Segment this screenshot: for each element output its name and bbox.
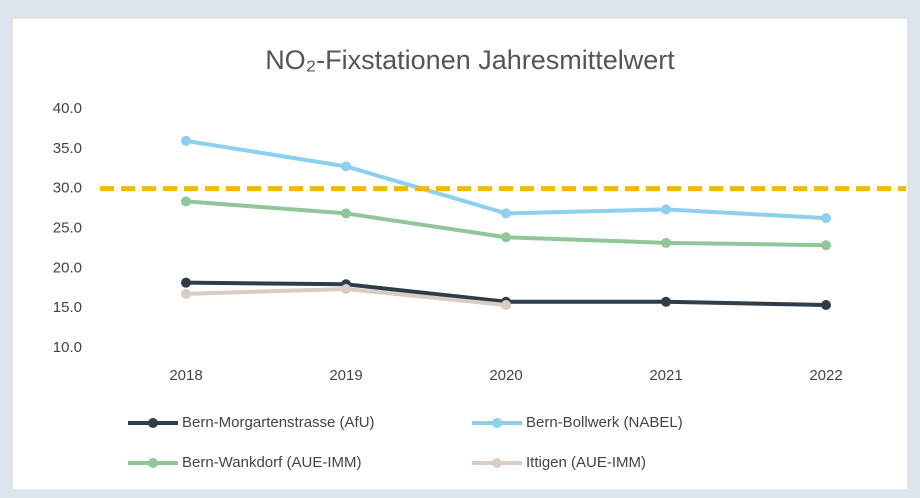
data-point	[821, 299, 831, 310]
data-point	[661, 237, 671, 248]
legend-label: Bern-Morgartenstrasse (AfU)	[182, 414, 375, 431]
data-point	[181, 135, 191, 146]
data-point	[341, 161, 351, 172]
y-tick-label: 25.0	[53, 219, 82, 236]
y-tick-label: 35.0	[53, 140, 82, 157]
data-point	[501, 208, 511, 219]
y-tick-label: 20.0	[53, 259, 82, 276]
data-point	[821, 240, 831, 251]
data-point	[821, 213, 831, 224]
data-point	[181, 196, 191, 207]
data-point	[661, 204, 671, 215]
legend-marker	[492, 458, 502, 468]
x-tick-label: 2022	[809, 367, 842, 384]
y-tick-label: 10.0	[53, 339, 82, 356]
legend-marker	[492, 418, 502, 428]
x-tick-label: 2018	[169, 367, 202, 384]
data-point	[661, 296, 671, 307]
chart-panel	[11, 17, 909, 491]
legend-label: Bern-Wankdorf (AUE-IMM)	[182, 454, 361, 471]
data-point	[341, 208, 351, 219]
y-tick-label: 15.0	[53, 299, 82, 316]
x-tick-label: 2020	[489, 367, 522, 384]
data-point	[341, 284, 351, 295]
data-point	[181, 288, 191, 299]
y-tick-label: 30.0	[53, 180, 82, 197]
legend-marker	[148, 418, 158, 428]
x-tick-label: 2021	[649, 367, 682, 384]
data-point	[181, 277, 191, 288]
y-tick-label: 40.0	[53, 100, 82, 117]
legend-label: Ittigen (AUE-IMM)	[526, 454, 646, 471]
data-point	[501, 299, 511, 310]
data-point	[501, 232, 511, 243]
legend-marker	[148, 458, 158, 468]
chart-title: NO₂-Fixstationen Jahresmittelwert	[265, 45, 675, 75]
legend-label: Bern-Bollwerk (NABEL)	[526, 414, 683, 431]
x-tick-label: 2019	[329, 367, 362, 384]
